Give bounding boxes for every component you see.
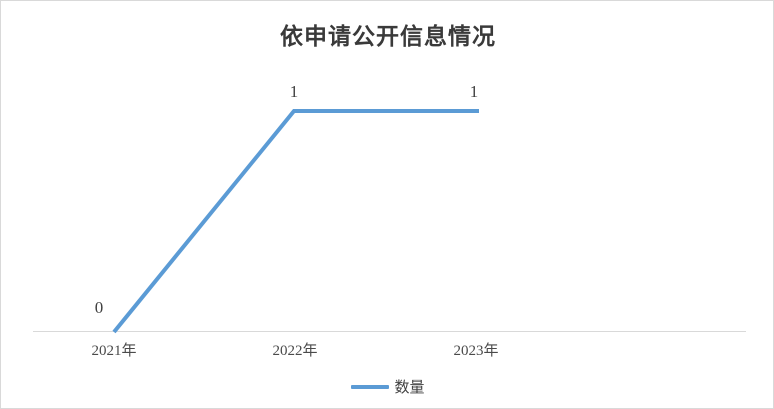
data-label-2022: 1 [289,82,299,101]
chart-title: 依申请公开信息情况 [280,24,496,49]
data-label-2023: 1 [469,82,479,101]
data-label-2021: 0 [94,298,104,317]
x-axis-tick-2023: 2023年 [453,343,499,359]
series-line-shuliang[interactable] [112,109,479,334]
legend-item-shuliang[interactable]: 数量 [351,376,425,397]
legend-label: 数量 [394,379,425,396]
x-axis-tick-2021: 2021年 [91,343,137,359]
x-axis-tick-2022: 2022年 [272,343,318,359]
legend-line-swatch-icon [351,384,390,389]
chart-legend: 数量 [1,376,773,397]
